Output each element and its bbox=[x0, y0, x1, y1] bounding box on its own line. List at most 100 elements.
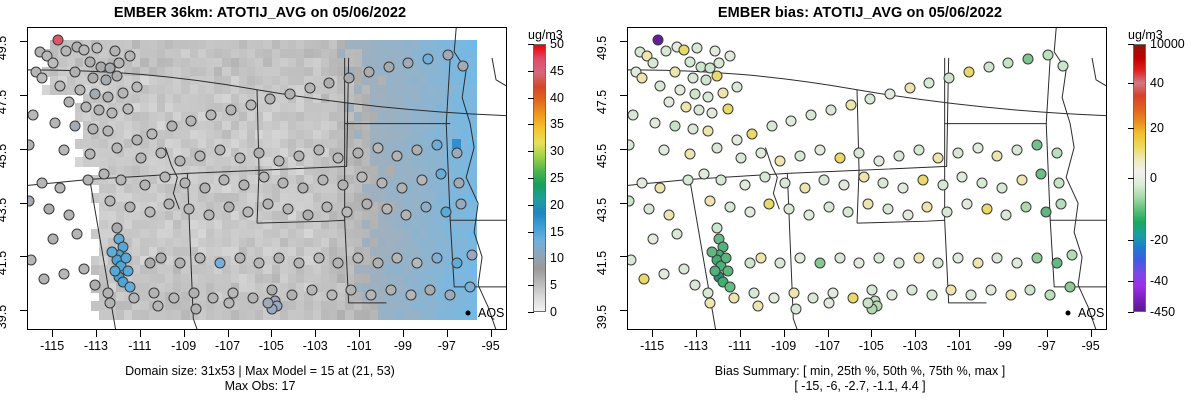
raster-cell bbox=[345, 40, 355, 50]
monitor-point bbox=[282, 203, 294, 215]
raster-cell bbox=[320, 247, 330, 257]
monitor-point bbox=[317, 174, 329, 186]
raster-cell bbox=[238, 85, 248, 95]
monitor-point bbox=[78, 44, 90, 55]
raster-cell bbox=[132, 247, 141, 257]
colorbar-tick-label: 25 bbox=[550, 171, 564, 185]
monitor-point bbox=[952, 147, 964, 159]
raster-cell bbox=[165, 247, 174, 257]
raster-cell bbox=[452, 220, 461, 230]
raster-cell bbox=[288, 58, 297, 68]
raster-cell bbox=[320, 103, 330, 113]
raster-cell bbox=[247, 67, 256, 77]
x-tick-label: -105 bbox=[858, 339, 884, 353]
raster-cell bbox=[222, 49, 232, 59]
colorbar-tick-label: 10 bbox=[550, 251, 564, 266]
monitor-point bbox=[117, 87, 129, 98]
raster-cell bbox=[148, 238, 158, 248]
raster-cell bbox=[271, 193, 281, 203]
monitor-point bbox=[965, 289, 977, 301]
monitor-point bbox=[862, 198, 874, 210]
raster-cell bbox=[435, 148, 445, 158]
raster-cell bbox=[238, 274, 248, 284]
raster-cell bbox=[394, 130, 404, 140]
monitor-point bbox=[1031, 252, 1043, 264]
raster-cell bbox=[468, 166, 478, 176]
raster-cell bbox=[222, 238, 232, 248]
raster-cell bbox=[197, 130, 207, 140]
raster-cell bbox=[263, 148, 273, 158]
monitor-point bbox=[963, 66, 975, 78]
raster-cell bbox=[197, 103, 207, 113]
raster-cell bbox=[427, 40, 437, 50]
raster-cell bbox=[452, 157, 461, 167]
monitor-point bbox=[84, 148, 96, 160]
raster-cell bbox=[402, 193, 412, 203]
raster-cell bbox=[296, 247, 305, 257]
raster-cell bbox=[271, 58, 281, 68]
raster-cell bbox=[173, 202, 182, 212]
raster-cell bbox=[353, 211, 363, 221]
raster-cell bbox=[312, 139, 322, 149]
raster-cell bbox=[247, 58, 256, 68]
raster-cell bbox=[181, 184, 191, 194]
raster-cell bbox=[296, 202, 305, 212]
raster-cell bbox=[165, 157, 174, 167]
raster-cell bbox=[370, 157, 379, 167]
monitor-point bbox=[416, 174, 428, 186]
raster-cell bbox=[238, 193, 248, 203]
raster-cell-max-model bbox=[452, 139, 461, 149]
raster-cell bbox=[58, 58, 68, 68]
raster-cell bbox=[296, 220, 305, 230]
x-tick bbox=[959, 330, 961, 337]
monitor-point bbox=[203, 209, 215, 221]
raster-cell bbox=[468, 229, 478, 239]
raster-cell bbox=[353, 94, 363, 104]
raster-cell bbox=[394, 283, 404, 293]
raster-cell bbox=[394, 49, 404, 59]
raster-cell bbox=[345, 247, 355, 257]
raster-cell bbox=[460, 310, 469, 320]
monitor-point bbox=[1053, 177, 1065, 189]
raster-cell bbox=[247, 283, 256, 293]
raster-cell bbox=[468, 184, 478, 194]
raster-cell bbox=[107, 148, 117, 158]
raster-cell bbox=[370, 220, 379, 230]
raster-cell bbox=[107, 274, 117, 284]
raster-cell bbox=[288, 139, 297, 149]
raster-cell bbox=[99, 139, 109, 149]
raster-cell bbox=[115, 157, 125, 167]
raster-cell bbox=[271, 139, 281, 149]
raster-cell bbox=[189, 40, 199, 50]
raster-cell bbox=[402, 256, 412, 266]
y-tick bbox=[620, 95, 627, 97]
raster-cell bbox=[189, 76, 199, 86]
raster-cell bbox=[181, 166, 191, 176]
raster-cell bbox=[214, 283, 223, 293]
raster-cell bbox=[181, 94, 191, 104]
raster-cell bbox=[165, 229, 174, 239]
raster-cell bbox=[370, 184, 379, 194]
raster-cell bbox=[271, 247, 281, 257]
monitor-point bbox=[98, 168, 110, 180]
raster-cell bbox=[173, 112, 182, 122]
raster-cell bbox=[189, 148, 199, 158]
monitor-point bbox=[702, 91, 714, 103]
raster-cell bbox=[386, 256, 396, 266]
raster-cell bbox=[435, 157, 445, 167]
raster-cell bbox=[263, 247, 273, 257]
monitor-point bbox=[444, 289, 456, 301]
raster-cell bbox=[386, 85, 396, 95]
raster-cell bbox=[263, 40, 273, 50]
raster-cell bbox=[443, 265, 453, 275]
raster-cell bbox=[132, 283, 141, 293]
raster-cell bbox=[165, 85, 174, 95]
y-tick bbox=[620, 256, 627, 258]
raster-cell bbox=[222, 58, 232, 68]
raster-cell bbox=[271, 67, 281, 77]
x-tick bbox=[827, 330, 829, 337]
raster-cell bbox=[99, 49, 109, 59]
raster-cell bbox=[419, 85, 428, 95]
raster-cell bbox=[435, 301, 445, 311]
raster-cell bbox=[361, 274, 371, 284]
